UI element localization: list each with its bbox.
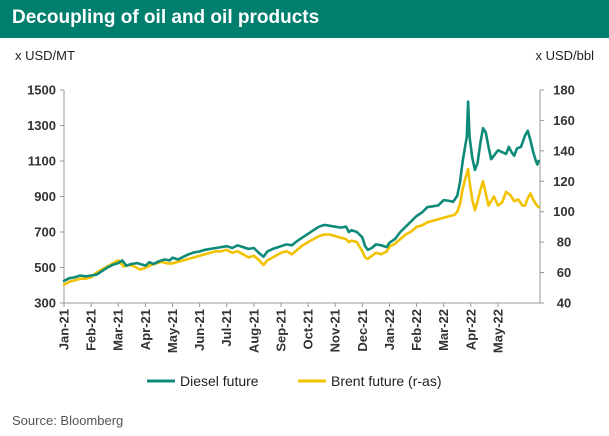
series-line-brent [62,167,540,286]
x-tick-label: Nov-21 [328,309,343,352]
source-note: Source: Bloomberg [12,413,124,428]
series-line-diesel [62,100,540,283]
right-axis-unit-label: x USD/bbl [535,48,594,63]
left-tick-label: 500 [34,260,56,275]
legend-label-brent: Brent future (r-as) [331,373,441,389]
axes: 300 500 700 900 1100 1300 1500 40 60 80 100 120 140 1… [27,83,575,354]
legend-label-diesel: Diesel future [180,373,259,389]
x-tick-label: Aug-21 [246,309,261,353]
chart-area: x USD/MT x USD/bbl 300 500 700 900 1100 1300 1… [15,48,594,389]
right-tick-label: 180 [553,83,575,98]
right-tick-label: 60 [557,265,571,280]
x-tick-label: May-22 [490,309,505,353]
x-tick-label: Feb-22 [409,309,424,351]
left-axis-unit-label: x USD/MT [15,48,75,63]
right-tick-label: 120 [553,174,575,189]
chart-title: Decoupling of oil and oil products [12,7,320,28]
x-tick-label: Sep-21 [273,309,288,352]
x-tick-label: Mar-21 [111,309,126,351]
x-tick-label: Apr-22 [463,309,478,350]
left-tick-label: 1300 [27,118,56,133]
x-tick-label: Oct-21 [301,309,316,349]
x-tick-label: Jul-21 [219,309,234,347]
legend: Diesel future Brent future (r-as) [147,373,441,389]
title-bar: Decoupling of oil and oil products [0,0,609,38]
right-tick-label: 100 [553,204,575,219]
right-tick-label: 160 [553,113,575,128]
left-tick-label: 900 [34,189,56,204]
right-tick-label: 80 [557,235,571,250]
left-tick-label: 1100 [28,154,56,169]
left-tick-label: 300 [34,296,56,311]
series-layer [62,100,540,286]
x-tick-label: Mar-22 [436,309,451,351]
x-tick-label: Jan-21 [57,309,72,350]
x-tick-label: Jan-22 [382,309,397,350]
x-tick-label: May-21 [165,309,180,353]
x-tick-label: Feb-21 [84,309,99,351]
left-tick-label: 700 [34,225,56,240]
right-tick-label: 140 [553,143,575,158]
left-tick-label: 1500 [27,83,56,98]
x-tick-label: Jun-21 [192,309,207,351]
x-tick-label: Apr-21 [138,309,153,350]
right-tick-label: 40 [557,296,571,311]
x-tick-label: Dec-21 [355,309,370,352]
